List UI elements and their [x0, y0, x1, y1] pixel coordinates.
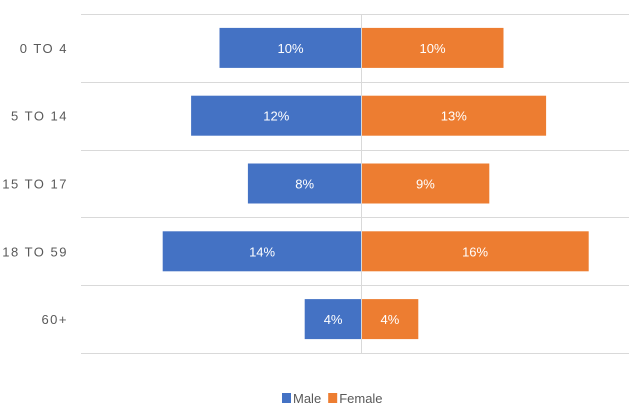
- data-label-female: 10%: [419, 41, 445, 56]
- label-layer: 10% 10% 12% 13% 8% 9% 14% 16% 4% 4%: [249, 41, 488, 327]
- data-label-female: 13%: [441, 109, 467, 124]
- data-label-female: 4%: [381, 312, 400, 327]
- grid-layer: [81, 14, 629, 354]
- data-label-male: 14%: [249, 244, 275, 259]
- bar-layer: [162, 27, 589, 340]
- legend-label: Male: [293, 391, 321, 406]
- bar-male: [162, 231, 362, 272]
- legend-swatch: [328, 393, 338, 403]
- data-label-male: 8%: [295, 177, 314, 192]
- data-label-female: 9%: [416, 177, 435, 192]
- category-label: 0 TO 4: [20, 41, 68, 56]
- bar-male: [304, 299, 362, 340]
- legend-label: Female: [339, 391, 382, 406]
- bar-male: [247, 163, 362, 204]
- legend-swatch: [282, 393, 291, 403]
- bar-male: [191, 95, 362, 136]
- bar-female: [361, 163, 490, 204]
- category-label: 60+: [41, 312, 68, 327]
- data-label-male: 10%: [277, 41, 303, 56]
- category-label: 15 TO 17: [2, 177, 68, 192]
- bar-male: [219, 27, 362, 68]
- category-label: 18 TO 59: [2, 244, 68, 259]
- bar-female: [361, 95, 547, 136]
- bar-female: [361, 299, 419, 340]
- data-label-male: 12%: [263, 109, 289, 124]
- bar-female: [361, 231, 589, 272]
- category-axis: 0 TO 4 5 TO 14 15 TO 17 18 TO 59 60+: [2, 41, 68, 327]
- bar-female: [361, 27, 504, 68]
- data-label-male: 4%: [324, 312, 343, 327]
- data-label-female: 16%: [462, 244, 488, 259]
- category-label: 5 TO 14: [11, 109, 68, 124]
- legend: Male Female: [282, 391, 383, 406]
